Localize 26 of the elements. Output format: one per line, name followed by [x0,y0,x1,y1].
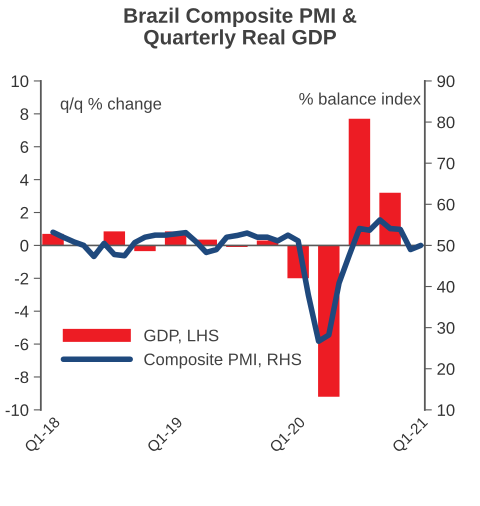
y-tick-label: -2 [14,272,28,284]
legend-label: Composite PMI, RHS [144,353,302,369]
chart-title: Brazil Composite PMI & Quarterly Real GDP [124,8,356,49]
y-tick-label: 0 [20,240,28,252]
legend-label: GDP, LHS [144,330,218,344]
y2-tick-label: 10 [438,404,454,416]
y-tick-label: 8 [20,108,28,120]
y-tick-label: 6 [20,141,28,153]
y-tick-label: -6 [14,338,28,350]
y-tick-label: -4 [14,306,29,318]
y2-axis-title: % balance index [299,92,421,105]
y2-tick-label: 50 [437,240,454,252]
y2-tick-label: 60 [437,198,454,210]
y2-tick-label: 30 [437,322,454,334]
y-tick-label: -10 [6,404,28,416]
bar [348,118,370,246]
y-tick-label: 10 [12,75,28,88]
y2-tick-label: 80 [437,116,454,128]
y2-tick-label: 90 [437,75,454,88]
y-tick-label: -8 [14,371,28,384]
y2-tick-label: 40 [436,280,454,293]
y-tick-label: 2 [20,206,28,219]
y2-tick-label: 70 [437,158,454,170]
y-axis-title: q/q % change [60,97,162,113]
y-tick-label: 4 [20,174,29,186]
y2-tick-label: 20 [437,363,454,375]
